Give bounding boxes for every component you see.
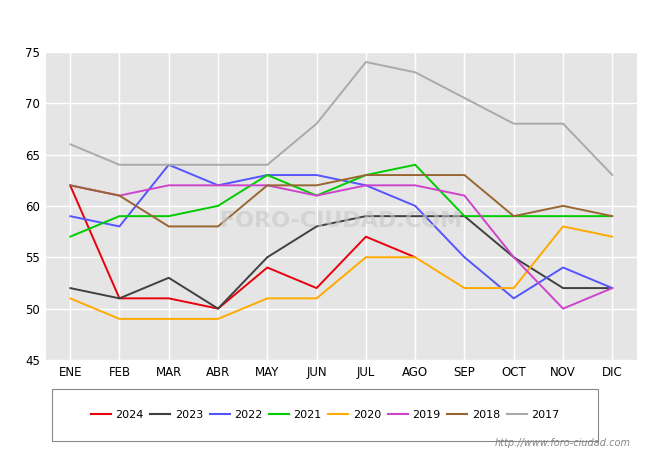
Text: http://www.foro-ciudad.com: http://www.foro-ciudad.com	[495, 438, 630, 448]
Text: Afiliados en Destriana a 31/8/2024: Afiliados en Destriana a 31/8/2024	[174, 14, 476, 33]
Text: FORO-CIUDAD.COM: FORO-CIUDAD.COM	[220, 212, 462, 231]
Legend: 2024, 2023, 2022, 2021, 2020, 2019, 2018, 2017: 2024, 2023, 2022, 2021, 2020, 2019, 2018…	[91, 410, 559, 420]
